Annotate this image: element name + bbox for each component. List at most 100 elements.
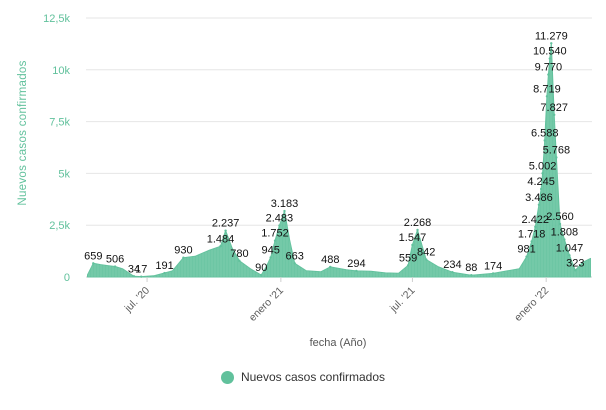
plot-area bbox=[87, 42, 591, 278]
data-point[interactable] bbox=[539, 187, 543, 191]
data-point[interactable] bbox=[563, 238, 566, 241]
data-label: 981 bbox=[517, 244, 535, 256]
legend-item[interactable]: Nuevos casos confirmados bbox=[220, 370, 386, 384]
data-point[interactable] bbox=[545, 95, 549, 98]
legend-label: Nuevos casos confirmados bbox=[240, 370, 386, 384]
data-point[interactable] bbox=[555, 156, 558, 159]
data-label: 2.560 bbox=[546, 211, 574, 223]
data-label: 234 bbox=[443, 259, 461, 271]
data-label: 191 bbox=[155, 260, 173, 272]
data-label: 7.827 bbox=[540, 102, 568, 114]
legend: Nuevos casos confirmados bbox=[0, 370, 606, 387]
data-point[interactable] bbox=[273, 239, 277, 242]
data-point[interactable] bbox=[425, 258, 428, 261]
data-label: 506 bbox=[106, 254, 124, 266]
series-area[interactable] bbox=[87, 42, 591, 278]
data-point[interactable] bbox=[525, 255, 528, 258]
data-point[interactable] bbox=[491, 272, 495, 275]
data-point[interactable] bbox=[548, 57, 552, 60]
y-tick-label: 0 bbox=[64, 272, 70, 284]
data-point[interactable] bbox=[238, 259, 241, 263]
data-label: 2.422 bbox=[522, 214, 550, 226]
data-label: 294 bbox=[347, 258, 365, 270]
data-label: 3.183 bbox=[271, 198, 299, 210]
data-point[interactable] bbox=[224, 229, 227, 232]
x-tick-label: enero '22 bbox=[512, 285, 551, 324]
data-label: 174 bbox=[484, 260, 502, 272]
data-point[interactable] bbox=[568, 254, 571, 257]
grid-lines bbox=[86, 17, 592, 278]
data-point[interactable] bbox=[537, 203, 541, 206]
x-tick-label: jul. '21 bbox=[387, 285, 418, 316]
y-axis-title: Nuevos casos confirmados bbox=[17, 60, 29, 205]
data-label: 3.486 bbox=[525, 192, 553, 204]
data-label: 323 bbox=[566, 257, 584, 269]
data-label: 10.540 bbox=[533, 46, 567, 58]
data-point[interactable] bbox=[470, 273, 473, 277]
data-label: 17 bbox=[135, 264, 147, 276]
data-point[interactable] bbox=[92, 262, 95, 265]
data-point[interactable] bbox=[260, 273, 263, 277]
data-point[interactable] bbox=[219, 245, 222, 248]
data-label: 88 bbox=[465, 262, 477, 274]
x-axis-title: fecha (Año) bbox=[310, 337, 367, 349]
data-label: 5.768 bbox=[543, 144, 571, 156]
data-point[interactable] bbox=[534, 225, 537, 229]
data-point[interactable] bbox=[574, 269, 577, 272]
data-point[interactable] bbox=[329, 265, 332, 269]
y-tick-label: 10k bbox=[52, 65, 70, 77]
data-label: 2.483 bbox=[266, 213, 294, 225]
data-point[interactable] bbox=[558, 222, 562, 226]
data-point[interactable] bbox=[451, 270, 454, 274]
data-point[interactable] bbox=[182, 256, 185, 259]
data-label: 488 bbox=[321, 254, 339, 266]
data-point[interactable] bbox=[543, 139, 546, 142]
x-tick-label: enero '21 bbox=[247, 285, 286, 324]
data-label: 90 bbox=[255, 262, 267, 274]
data-point[interactable] bbox=[132, 275, 136, 278]
data-point[interactable] bbox=[411, 243, 414, 247]
data-label: 1.808 bbox=[551, 227, 579, 239]
y-tick-label: 7,5k bbox=[49, 117, 70, 129]
y-axis: 0 2,5k 5k 7,5k 10k 12,5k bbox=[43, 13, 70, 284]
data-label: 659 bbox=[84, 250, 102, 262]
data-point[interactable] bbox=[416, 228, 419, 232]
data-label: 780 bbox=[230, 248, 248, 260]
data-label: 2.268 bbox=[404, 217, 432, 229]
data-point[interactable] bbox=[293, 262, 296, 265]
data-label: 1.718 bbox=[518, 228, 546, 240]
data-point[interactable] bbox=[550, 42, 553, 45]
data-label: 9.770 bbox=[535, 62, 563, 74]
data-label: 1.047 bbox=[556, 242, 584, 254]
data-point[interactable] bbox=[283, 209, 286, 213]
data-point[interactable] bbox=[278, 224, 281, 227]
data-label: 11.279 bbox=[535, 30, 568, 42]
data-point[interactable] bbox=[355, 269, 358, 273]
y-tick-label: 5k bbox=[58, 168, 70, 180]
data-label: 8.719 bbox=[533, 83, 561, 95]
data-point[interactable] bbox=[552, 113, 556, 117]
data-label: 2.237 bbox=[212, 218, 240, 230]
data-label: 1.752 bbox=[261, 228, 289, 240]
data-point[interactable] bbox=[140, 275, 143, 278]
data-point[interactable] bbox=[406, 264, 410, 267]
data-label: 34 bbox=[128, 263, 140, 275]
data-point[interactable] bbox=[269, 256, 272, 259]
y-tick-label: 12,5k bbox=[43, 13, 70, 25]
data-point[interactable] bbox=[547, 73, 550, 76]
data-label: 663 bbox=[285, 250, 303, 262]
y-tick-label: 2,5k bbox=[49, 220, 70, 232]
data-point[interactable] bbox=[541, 172, 544, 175]
data-label: 930 bbox=[174, 245, 192, 257]
data-label: 1.484 bbox=[207, 233, 235, 245]
data-label: 945 bbox=[261, 244, 279, 256]
x-axis: jul. '20 enero '21 jul. '21 enero '22 bbox=[122, 277, 551, 324]
data-point[interactable] bbox=[163, 271, 166, 275]
data-label: 842 bbox=[417, 247, 435, 259]
data-point[interactable] bbox=[530, 240, 533, 243]
data-point[interactable] bbox=[113, 265, 117, 268]
data-label: 6.588 bbox=[531, 127, 559, 139]
data-label: 1.547 bbox=[399, 232, 427, 244]
